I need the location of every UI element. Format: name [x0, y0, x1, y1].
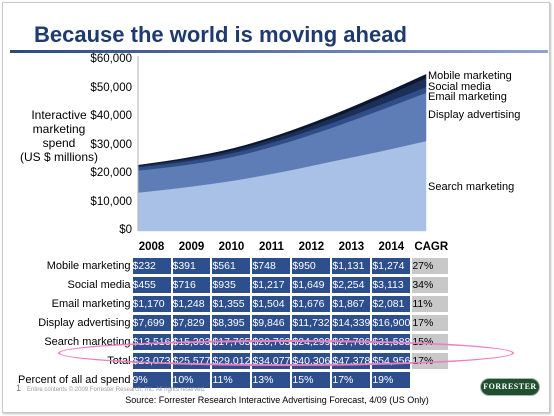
y-tick-label: $0: [119, 224, 132, 236]
series-label: Email marketing: [428, 91, 507, 103]
area-mobile-marketing: [137, 74, 427, 167]
table-cell: 13%: [252, 372, 291, 388]
y-axis-label-line: Interactive: [31, 108, 87, 122]
table-cagr-empty: [412, 372, 448, 388]
table-cell: $1,131: [332, 258, 371, 274]
table-cell: $1,274: [372, 258, 411, 274]
data-table: 2008 2009 2010 2011 2012 2013 2014 CAGR Mobile m…: [16, 236, 450, 391]
slide-title: Because the world is moving ahead: [34, 22, 407, 47]
series-label: Display advertising: [428, 109, 521, 121]
table-year-header: 2011: [258, 241, 284, 253]
table-cell: 19%: [372, 372, 411, 388]
table-row-label: Social media: [67, 279, 131, 291]
table-year-header: 2014: [378, 241, 405, 253]
series-label: Search marketing: [428, 181, 515, 193]
series-label: Social media: [428, 81, 491, 93]
y-tick-label: $20,000: [90, 167, 132, 179]
table-cell: $1,217: [252, 277, 291, 293]
table-row-label: Percent of all ad spend: [18, 374, 131, 386]
table-cell: 10%: [172, 372, 211, 388]
title-underline: [10, 50, 548, 53]
table-year-header: 2010: [218, 241, 245, 253]
table-cell: $2,081: [372, 296, 411, 312]
total-row-highlight-oval: [58, 340, 514, 366]
table-year-header: 2012: [298, 241, 325, 253]
table-header-row: 2008 2009 2010 2011 2012 2013 2014 CAGR: [18, 239, 448, 255]
y-tick-label: $30,000: [90, 138, 132, 151]
table-cell: $2,254: [332, 277, 371, 293]
table-cell: $748: [252, 258, 291, 274]
table-cell: 15%: [292, 372, 331, 388]
y-axis-label-line: marketing: [32, 122, 86, 136]
table-row: Email marketing $1,170 $1,248 $1,355 $1,504 $…: [18, 296, 449, 312]
slide-number: 1: [16, 383, 22, 393]
table-cell: $391: [172, 258, 211, 274]
table-cell: $9,846: [252, 315, 291, 331]
table-cell: $950: [292, 258, 331, 274]
table-cell: $7,699: [132, 315, 171, 331]
table-cell: 17%: [332, 372, 371, 388]
table-cell: $1,355: [212, 296, 251, 312]
table-cell: $1,170: [132, 296, 171, 312]
table-cell: $561: [212, 258, 251, 274]
table-cell: $14,339: [332, 315, 371, 331]
y-tick-label: $10,000: [90, 195, 132, 208]
table-cell: 9%: [132, 372, 171, 388]
series-label: Mobile marketing: [428, 70, 512, 82]
table-corner: [18, 239, 131, 255]
table-cagr-cell: 27%: [412, 258, 449, 274]
table-row: Social media $455 $716 $935 $1,217 $1,649 $2,2…: [18, 277, 449, 293]
table-cell: $1,504: [252, 296, 291, 312]
table-cell: $7,829: [172, 315, 211, 331]
table-cagr-cell: 34%: [412, 277, 449, 293]
y-axis-label-line: (US $ millions): [19, 150, 98, 164]
table-cagr-header: CAGR: [414, 241, 449, 253]
forrester-logo: FORRESTER: [480, 378, 540, 396]
table-cagr-cell: 17%: [412, 315, 449, 331]
table-cell: $1,649: [292, 277, 331, 293]
table-cell: $11,732: [292, 315, 331, 331]
table-cagr-cell: 11%: [412, 296, 449, 312]
table-row-label: Display advertising: [38, 317, 131, 329]
table-cell: 11%: [212, 372, 251, 388]
table-row: Percent of all ad spend 9% 10% 11% 13% 15% 17%…: [18, 372, 448, 388]
footer-copyright: 1 Entire contents © 2009 Forrester Resear…: [16, 383, 206, 393]
copyright-text: Entire contents © 2009 Forrester Researc…: [27, 387, 206, 393]
y-tick-label: $40,000: [90, 110, 132, 122]
table-cell: $455: [132, 277, 171, 293]
table-cell: $8,395: [212, 315, 251, 331]
table-cell: $716: [172, 277, 211, 293]
table-year-header: 2008: [138, 241, 165, 253]
table-year-header: 2009: [178, 241, 205, 253]
table-row-label: Mobile marketing: [46, 260, 131, 272]
table-cell: $1,676: [292, 296, 331, 312]
table-row-label: Email marketing: [51, 298, 131, 310]
table-cell: $1,248: [172, 296, 211, 312]
table-year-header: 2013: [338, 241, 365, 253]
y-axis-label-line: spend: [42, 136, 76, 150]
y-axis-label: Interactive marketing spend (US $ millio…: [6, 108, 112, 164]
y-tick-label: $60,000: [90, 53, 132, 65]
y-tick-label: $50,000: [90, 81, 132, 94]
table-cell: $935: [212, 277, 251, 293]
source-note: Source: Forrester Research Interactive A…: [125, 395, 429, 405]
table-cell: $16,900: [372, 315, 411, 331]
table-row: Mobile marketing $232 $391 $561 $748 $950 $1,1…: [18, 258, 449, 274]
slide-frame: [2, 2, 550, 413]
table-cell: $232: [132, 258, 171, 274]
table-cell: $3,113: [372, 277, 411, 293]
table-row: Display advertising $7,699 $7,829 $8,395 $9,…: [18, 315, 449, 331]
table-cell: $1,867: [332, 296, 371, 312]
